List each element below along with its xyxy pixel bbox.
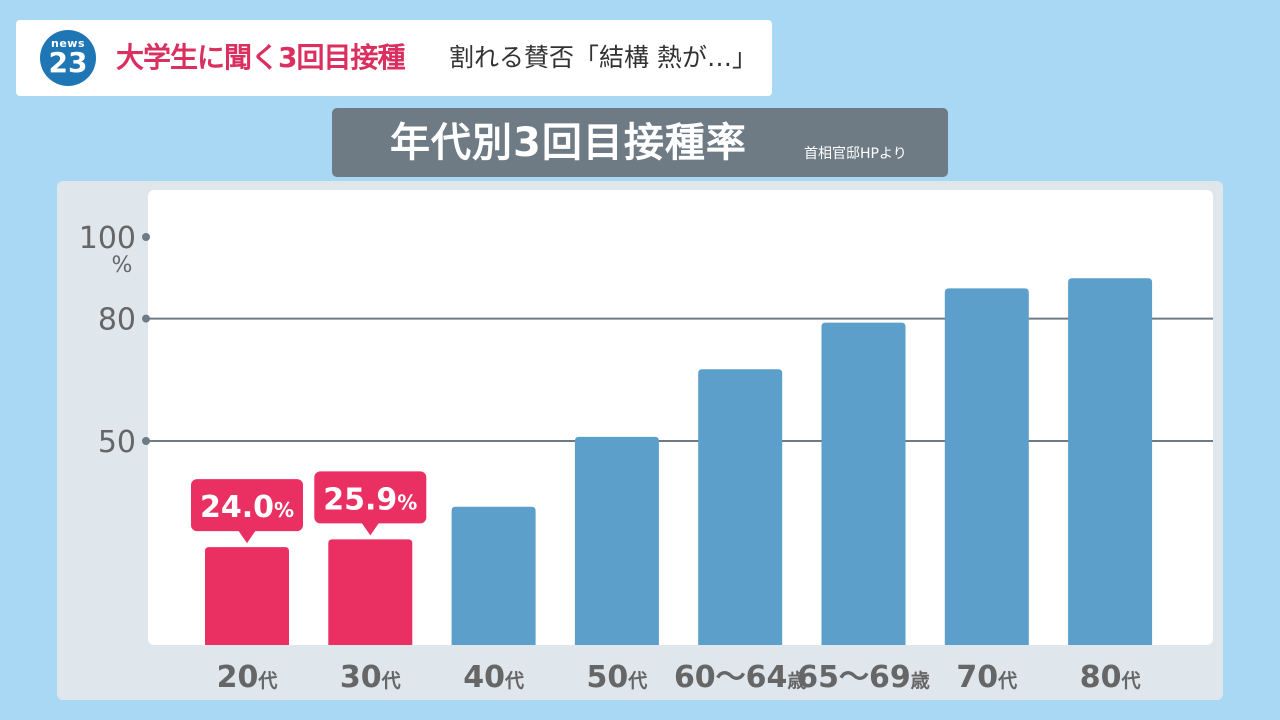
category-label-number-1: 30 xyxy=(340,660,382,695)
bar-4 xyxy=(698,369,783,645)
category-label-7: 80代 xyxy=(1080,660,1141,695)
data-label-1: 25.9% xyxy=(323,482,417,517)
bar-2 xyxy=(451,506,536,645)
data-label-0: 24.0% xyxy=(200,490,294,525)
category-label-2: 40代 xyxy=(463,660,524,695)
category-label-suffix-1: 代 xyxy=(381,670,401,692)
category-label-suffix-3: 代 xyxy=(627,670,647,692)
y-axis-unit: % xyxy=(112,253,133,278)
category-label-6: 70代 xyxy=(956,660,1017,695)
headline-bar: news 23 大学生に聞く3回目接種 割れる賛否「結構 熱が…」 xyxy=(16,20,772,96)
y-tick-dot-100 xyxy=(142,233,150,241)
bar-5 xyxy=(821,322,906,645)
category-label-number-6: 70 xyxy=(956,660,998,695)
category-label-suffix-5: 歳 xyxy=(911,670,930,692)
category-label-suffix-2: 代 xyxy=(504,670,524,692)
y-tick-dot-50 xyxy=(142,437,150,445)
data-label-value-0: 24.0 xyxy=(200,490,274,525)
category-label-number-7: 80 xyxy=(1080,660,1122,695)
headline-sub: 割れる賛否「結構 熱が…」 xyxy=(449,43,757,72)
y-tick-label-80: 80 xyxy=(98,303,136,338)
category-label-0: 20代 xyxy=(217,660,278,695)
bar-3 xyxy=(574,436,659,645)
category-label-5: 65～69歳 xyxy=(797,660,930,695)
news23-logo: news 23 xyxy=(40,30,96,86)
data-label-value-1: 25.9 xyxy=(323,482,397,517)
bar-6 xyxy=(944,288,1029,645)
category-label-1: 30代 xyxy=(340,660,401,695)
callout-pointer-1 xyxy=(361,522,380,536)
callout-1: 25.9% xyxy=(314,471,427,536)
callout-box-0 xyxy=(191,479,303,532)
chart-title: 年代別3回目接種率 xyxy=(390,120,747,166)
callout-0: 24.0% xyxy=(191,479,303,544)
headline-main: 大学生に聞く3回目接種 xyxy=(116,41,405,74)
bar-1 xyxy=(328,539,413,645)
y-tick-label-50: 50 xyxy=(98,425,136,460)
category-label-suffix-6: 代 xyxy=(997,670,1017,692)
chart-source: 首相官邸HPより xyxy=(804,146,907,162)
bar-7 xyxy=(1068,278,1153,645)
logo-small-text: news xyxy=(50,37,85,50)
data-label-unit-0: % xyxy=(274,498,294,522)
logo-big-text: 23 xyxy=(48,46,88,79)
callout-pointer-0 xyxy=(238,530,256,544)
category-label-number-3: 50 xyxy=(587,660,629,695)
category-label-suffix-7: 代 xyxy=(1120,670,1140,692)
bar-0 xyxy=(205,547,289,645)
plot-area xyxy=(148,190,1213,645)
y-tick-label-100: 100 xyxy=(79,221,136,256)
category-label-number-5: 65～69 xyxy=(797,660,911,695)
chart-title-banner: 年代別3回目接種率 首相官邸HPより xyxy=(332,108,948,177)
category-label-suffix-4: 歳 xyxy=(787,670,806,692)
category-label-number-0: 20 xyxy=(217,660,259,695)
callout-box-1 xyxy=(314,471,427,524)
data-label-unit-1: % xyxy=(397,490,417,514)
y-tick-dot-80 xyxy=(142,314,150,323)
category-label-suffix-0: 代 xyxy=(257,670,277,692)
category-label-3: 50代 xyxy=(587,660,648,695)
category-label-4: 60～64歳 xyxy=(674,660,807,695)
category-label-number-2: 40 xyxy=(463,660,505,695)
category-label-number-4: 60～64 xyxy=(674,660,788,695)
